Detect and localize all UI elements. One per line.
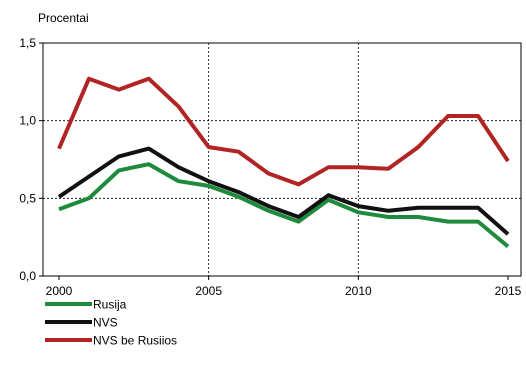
x-tick-label: 2000 [46, 284, 73, 298]
legend-label: Rusija [93, 298, 127, 312]
legend-label: NVS be Rusiios [93, 334, 177, 348]
series-lines [57, 76, 510, 249]
series-line-0 [58, 162, 510, 249]
plot-frame [42, 42, 522, 277]
y-tick-label: 1,0 [19, 114, 36, 128]
x-tick-label: 2015 [495, 284, 522, 298]
legend: Rusija NVS NVS be Rusiios [45, 298, 177, 348]
y-tick-label: 1,5 [19, 36, 36, 50]
y-tick-label: 0,5 [19, 191, 36, 205]
legend-label: NVS [93, 316, 118, 330]
series-line-1 [57, 146, 510, 236]
y-axis-ticks: 0,0 0,5 1,0 1,5 [19, 36, 43, 283]
y-axis-label: Procentai [38, 11, 89, 25]
x-tick-label: 2010 [345, 284, 372, 298]
y-tick-label: 0,0 [19, 269, 36, 283]
x-tick-label: 2005 [195, 284, 222, 298]
grid [43, 43, 521, 276]
x-axis-ticks: 2000 2005 2010 2015 [46, 276, 522, 298]
series-line-2 [57, 76, 510, 187]
